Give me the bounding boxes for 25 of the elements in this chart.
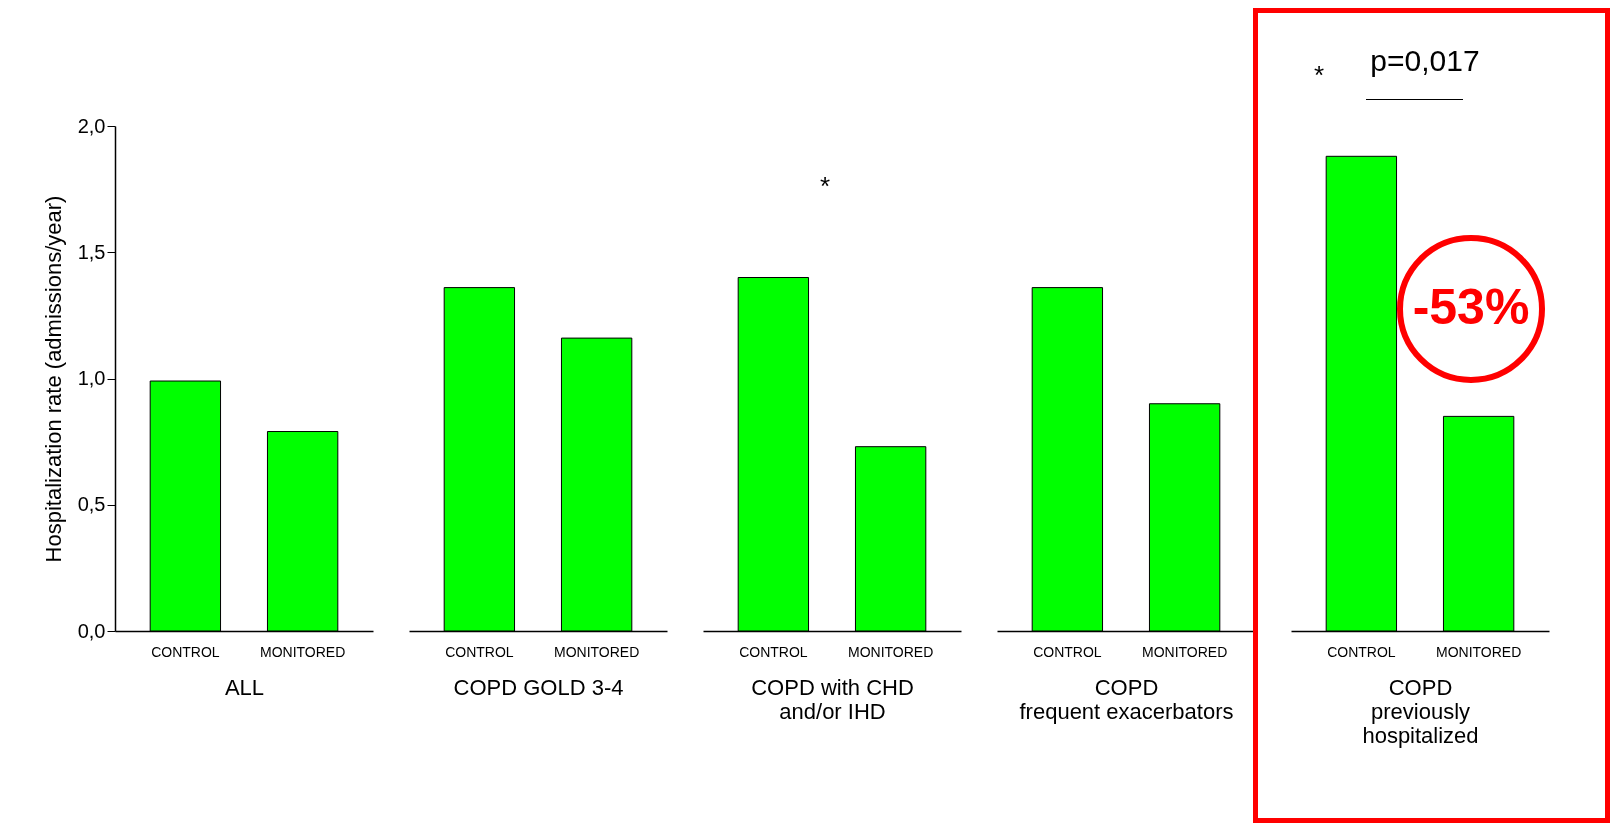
- x-tick-label: CONTROL: [1327, 643, 1396, 660]
- y-tick-label: 1,5: [77, 240, 106, 263]
- text: p=0,017: [1370, 44, 1480, 77]
- x-tick-label: CONTROL: [151, 643, 220, 660]
- y-axis-title: Hospitalization rate (admissions/year): [40, 195, 66, 563]
- x-tick-label: MONITORED: [259, 643, 346, 660]
- x-axis-title: COPD frequent exacerbators: [1019, 674, 1234, 724]
- annotation: -53%: [1412, 279, 1530, 335]
- y-tick-label: 0,0: [77, 619, 106, 642]
- x-tick-label: CONTROL: [1033, 643, 1102, 660]
- x-axis-title: COPD GOLD 3-4: [453, 674, 624, 700]
- annotation: *: [819, 171, 831, 201]
- y-tick-label: 2,0: [77, 114, 106, 137]
- y-tick-label: 1,0: [77, 367, 106, 389]
- x-tick-label: CONTROL: [445, 643, 514, 660]
- x-tick-label: MONITORED: [553, 643, 640, 660]
- x-axis-title: ALL: [224, 674, 265, 700]
- text: *: [1313, 60, 1325, 90]
- x-axis-title: COPD with CHD and/or IHD: [751, 674, 914, 724]
- x-tick-label: MONITORED: [1141, 643, 1228, 660]
- x-axis-title: COPD previously hospitalized: [1362, 674, 1479, 748]
- x-tick-label: MONITORED: [847, 643, 934, 660]
- x-tick-label: MONITORED: [1435, 643, 1522, 660]
- x-tick-label: CONTROL: [739, 643, 808, 660]
- y-tick-label: 0,5: [77, 493, 106, 516]
